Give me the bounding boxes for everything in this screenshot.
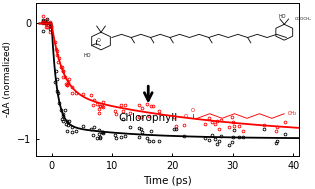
Y-axis label: -ΔA (normalized): -ΔA (normalized) bbox=[3, 41, 12, 117]
X-axis label: Time (ps): Time (ps) bbox=[144, 176, 192, 186]
Text: Chlorophyll: Chlorophyll bbox=[119, 113, 178, 123]
